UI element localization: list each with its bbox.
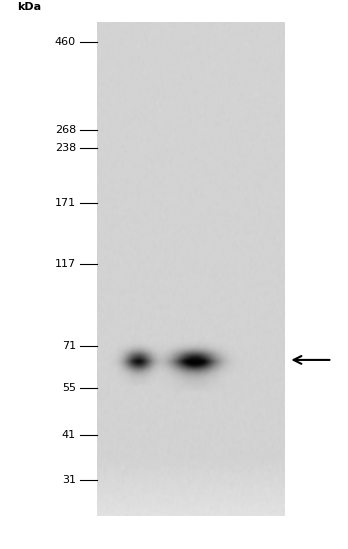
Text: 238: 238: [55, 143, 76, 154]
Text: 31: 31: [62, 475, 76, 485]
Text: 71: 71: [62, 341, 76, 351]
Text: 55: 55: [62, 383, 76, 393]
Text: 117: 117: [55, 259, 76, 269]
Text: 171: 171: [55, 198, 76, 208]
Text: kDa: kDa: [17, 2, 41, 12]
Text: 41: 41: [62, 430, 76, 440]
Text: 460: 460: [55, 37, 76, 47]
Text: 268: 268: [55, 125, 76, 135]
